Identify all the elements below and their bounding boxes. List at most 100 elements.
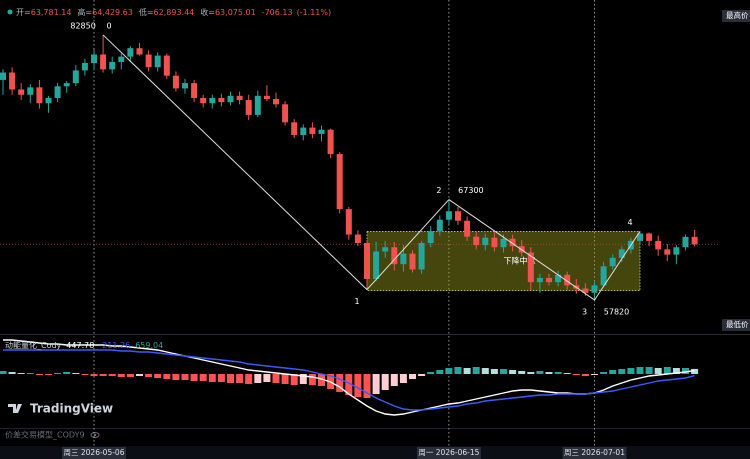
histogram-bar [399, 374, 407, 383]
zigzag-label: 1 [354, 297, 359, 306]
candle-body [200, 97, 207, 104]
x-tick-label: 周一 2026-06-15 [418, 448, 479, 457]
header-change-pct: (-1.11%) [297, 8, 332, 17]
zigzag-segment [594, 231, 641, 301]
candle-body [72, 70, 79, 84]
candle-body [245, 100, 252, 115]
histogram-bar [372, 374, 380, 394]
histogram-bar [663, 367, 671, 374]
candle-body [0, 72, 6, 80]
histogram-bar [145, 374, 153, 377]
zigzag-segment [366, 199, 450, 290]
candle-body [209, 97, 216, 104]
histogram-bar [208, 374, 216, 382]
candle-body [527, 252, 534, 283]
histogram-bar [299, 374, 307, 384]
candle-body [427, 231, 434, 243]
histogram-bar [26, 373, 34, 374]
script-name: 价差交易模型_CODY9 [5, 430, 85, 440]
candle-body [491, 237, 498, 248]
histogram-bar [281, 374, 289, 384]
histogram-bar [672, 368, 680, 374]
candle-body [100, 54, 107, 70]
histogram-bar [509, 370, 517, 374]
candle-body [36, 87, 43, 104]
logo: TradingView [8, 402, 113, 416]
date-label-box [62, 447, 126, 459]
date-label-box [562, 447, 627, 459]
candle-body [409, 253, 416, 270]
histogram-bar [454, 367, 462, 374]
candle-body [218, 97, 225, 103]
histogram-bar [172, 374, 180, 380]
candle-body [54, 86, 61, 98]
price-badge-label: 最低价 [726, 319, 749, 329]
candle-body [327, 129, 334, 155]
histogram-bar [463, 368, 471, 374]
histogram-bar [572, 374, 580, 375]
candle-body [9, 72, 16, 90]
histogram-bar [318, 374, 325, 386]
zigzag-label: 2 [436, 186, 441, 195]
status-dot [7, 9, 13, 15]
histogram-bar [99, 374, 107, 376]
header-value: 64,429.63 [92, 8, 133, 17]
histogram-bar [609, 370, 617, 374]
candle-body [345, 209, 352, 235]
candle-body [336, 154, 343, 210]
header-change: -706.13 [262, 8, 293, 17]
histogram-bar [591, 374, 598, 375]
histogram-bar [345, 374, 353, 395]
histogram-bar [181, 374, 189, 380]
candle-body [655, 240, 662, 250]
logo-dot [17, 404, 21, 408]
histogram-bar [527, 372, 535, 374]
histogram-bar [108, 374, 116, 376]
indicator-value: -211.26 [99, 341, 130, 350]
histogram-bar [581, 374, 589, 376]
candle-body [154, 55, 161, 68]
histogram-bar [35, 374, 43, 375]
histogram-bar [0, 371, 7, 374]
histogram-bar [363, 374, 371, 398]
indicator-legend: 动能量化_Cody 447.78 -211.26 659.04 [5, 340, 163, 350]
histogram-bar [390, 374, 398, 386]
histogram-bar [600, 372, 608, 374]
candle-body [27, 87, 34, 95]
candle-body [191, 83, 198, 98]
candle-body [536, 277, 543, 283]
indicator-name: 动能量化_Cody [5, 340, 62, 350]
candle-body [600, 266, 607, 286]
zigzag-label: 4 [627, 218, 632, 227]
candle-body [291, 122, 298, 135]
date-label-box [416, 447, 481, 459]
logo-text: TradingView [30, 402, 113, 416]
candle-body [227, 95, 234, 103]
candle-body [118, 56, 125, 62]
candle-body [400, 253, 407, 265]
candle-body [81, 63, 88, 71]
histogram-bar [445, 368, 453, 374]
histogram-bar [308, 374, 316, 385]
histogram-bar [163, 374, 171, 379]
histogram-bar [645, 367, 653, 374]
zigzag-price: 82850 [70, 21, 95, 30]
histogram-bar [691, 368, 699, 374]
candle-body [582, 288, 589, 293]
header-value: 63,781.14 [31, 8, 72, 17]
candle-body [418, 243, 425, 270]
candle-body [618, 249, 625, 258]
candle-body [646, 233, 653, 241]
candle-body [163, 55, 170, 76]
histogram-bar [518, 371, 526, 374]
header-value: 62,893.44 [154, 8, 195, 17]
histogram-bar [536, 371, 544, 374]
candle-body [509, 238, 516, 247]
candle-body [455, 211, 461, 221]
histogram-bar [54, 373, 62, 374]
indicator-line [3, 349, 695, 411]
histogram-bar [554, 372, 562, 374]
candle-body [109, 61, 116, 70]
histogram-bar [490, 369, 498, 374]
